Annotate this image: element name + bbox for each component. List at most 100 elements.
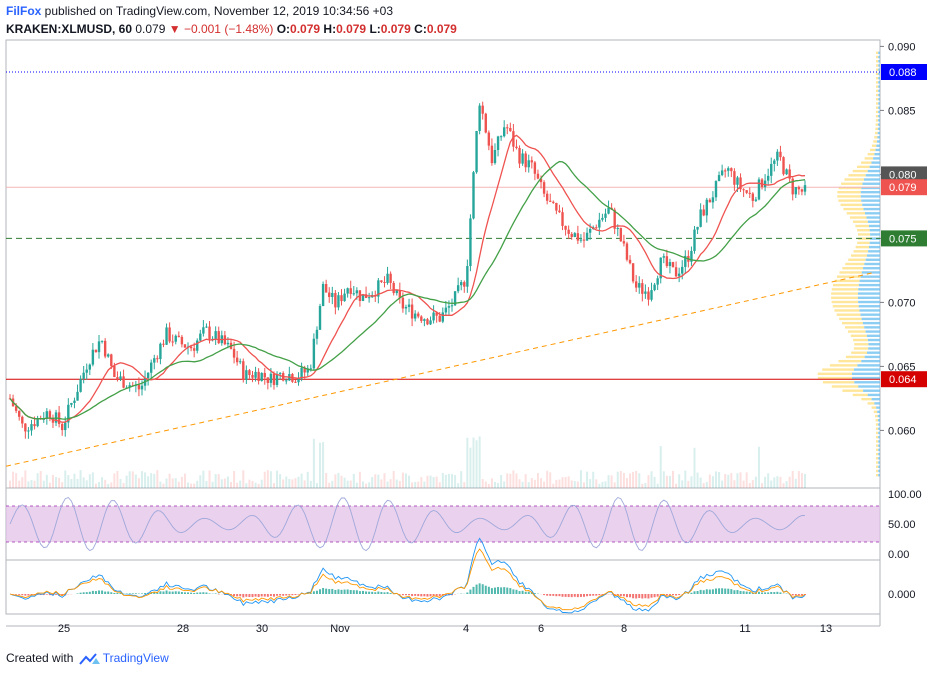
macd-hist-bar bbox=[524, 591, 527, 594]
volume-bar bbox=[767, 473, 770, 488]
candle-body bbox=[690, 250, 693, 262]
macd-hist-bar bbox=[408, 594, 411, 596]
volume-bar bbox=[748, 483, 751, 488]
candle-body bbox=[45, 411, 49, 419]
volume-bar bbox=[423, 481, 426, 488]
macd-hist-bar bbox=[635, 594, 638, 599]
profile-bar bbox=[876, 406, 880, 409]
symbol-name[interactable]: KRAKEN:XLMUSD, 60 bbox=[6, 22, 133, 36]
macd-hist-bar bbox=[423, 594, 426, 597]
profile-bar bbox=[858, 288, 880, 291]
profile-bar bbox=[874, 152, 880, 156]
candle-body bbox=[137, 384, 141, 390]
candle-body bbox=[300, 367, 303, 379]
volume-bar bbox=[297, 476, 300, 488]
volume-bar bbox=[242, 470, 245, 488]
candle-body bbox=[349, 288, 352, 294]
profile-bar bbox=[878, 85, 880, 88]
created-with-text: Created with bbox=[6, 651, 74, 665]
macd-hist-bar bbox=[15, 594, 18, 595]
candle-body bbox=[705, 199, 708, 216]
volume-bar bbox=[794, 478, 797, 488]
tradingview-link[interactable]: TradingView bbox=[102, 651, 169, 665]
price-label-text: 0.080 bbox=[889, 169, 917, 181]
volume-bar bbox=[506, 473, 509, 488]
candle-body bbox=[27, 430, 30, 432]
macd-hist-bar bbox=[128, 593, 131, 594]
volume-bar bbox=[199, 475, 202, 488]
profile-bar bbox=[852, 169, 868, 173]
candle-body bbox=[199, 333, 202, 341]
volume-bar bbox=[282, 479, 285, 488]
candle-body bbox=[770, 163, 773, 176]
candle-body bbox=[70, 402, 73, 405]
volume-bar bbox=[408, 475, 411, 488]
candle-body bbox=[401, 297, 405, 309]
publish-text: published on TradingView.com, November 1… bbox=[41, 4, 394, 18]
volume-bar bbox=[586, 471, 589, 488]
macd-hist-bar bbox=[159, 591, 162, 594]
profile-bar bbox=[869, 245, 880, 249]
macd-hist-bar bbox=[601, 594, 604, 595]
y-tick-label: 0.085 bbox=[888, 105, 916, 117]
volume-bar bbox=[478, 436, 481, 488]
profile-bar bbox=[834, 309, 860, 312]
candle-body bbox=[677, 273, 681, 277]
profile-bar bbox=[875, 419, 879, 422]
profile-bar bbox=[878, 72, 880, 76]
volume-bar bbox=[386, 481, 389, 488]
candle-body bbox=[343, 293, 346, 302]
volume-bar bbox=[398, 481, 401, 488]
macd-hist-bar bbox=[503, 587, 506, 594]
volume-bar bbox=[711, 476, 714, 488]
profile-bar bbox=[862, 203, 880, 207]
volume-bar bbox=[263, 471, 266, 488]
candle-body bbox=[782, 157, 785, 175]
candle-body bbox=[644, 291, 647, 294]
profile-bar bbox=[817, 376, 853, 380]
macd-hist-bar bbox=[527, 591, 530, 594]
macd-hist-bar bbox=[202, 592, 205, 594]
candle-body bbox=[110, 354, 113, 366]
candle-body bbox=[607, 207, 610, 214]
publisher-name[interactable]: FilFox bbox=[6, 4, 42, 18]
profile-bar bbox=[865, 174, 880, 177]
macd-hist-bar bbox=[589, 594, 592, 596]
macd-hist-bar bbox=[478, 583, 481, 594]
volume-bar bbox=[211, 481, 214, 488]
candle-body bbox=[149, 362, 153, 373]
profile-bar bbox=[878, 68, 880, 71]
profile-bar bbox=[860, 195, 880, 198]
candle-body bbox=[263, 372, 266, 378]
macd-hist-bar bbox=[177, 591, 180, 594]
profile-bar bbox=[875, 457, 879, 460]
volume-bar bbox=[101, 477, 104, 488]
volume-bar bbox=[88, 474, 91, 488]
volume-bar bbox=[51, 474, 54, 488]
macd-hist-bar bbox=[714, 588, 717, 594]
macd-hist-bar bbox=[420, 594, 423, 597]
volume-bar bbox=[678, 474, 681, 488]
close-value: 0.079 bbox=[426, 22, 457, 36]
macd-hist-bar bbox=[88, 591, 91, 594]
profile-bar bbox=[875, 474, 879, 477]
candle-body bbox=[521, 153, 524, 164]
profile-bar bbox=[869, 165, 880, 169]
volume-bars bbox=[9, 436, 806, 488]
macd-hist-bar bbox=[696, 590, 699, 594]
profile-bar bbox=[878, 444, 880, 447]
candle-body bbox=[509, 127, 512, 132]
profile-bar bbox=[875, 110, 879, 114]
candle-body bbox=[696, 226, 699, 230]
candle-body bbox=[192, 348, 196, 351]
candle-body bbox=[533, 162, 537, 174]
volume-bar bbox=[696, 472, 699, 488]
volume-bar bbox=[94, 483, 97, 488]
candle-body bbox=[598, 219, 601, 228]
volume-bar bbox=[690, 476, 693, 488]
profile-bar bbox=[857, 364, 880, 367]
macd-hist-bar bbox=[260, 594, 263, 597]
volume-bar bbox=[536, 473, 539, 488]
profile-bar bbox=[857, 237, 871, 240]
